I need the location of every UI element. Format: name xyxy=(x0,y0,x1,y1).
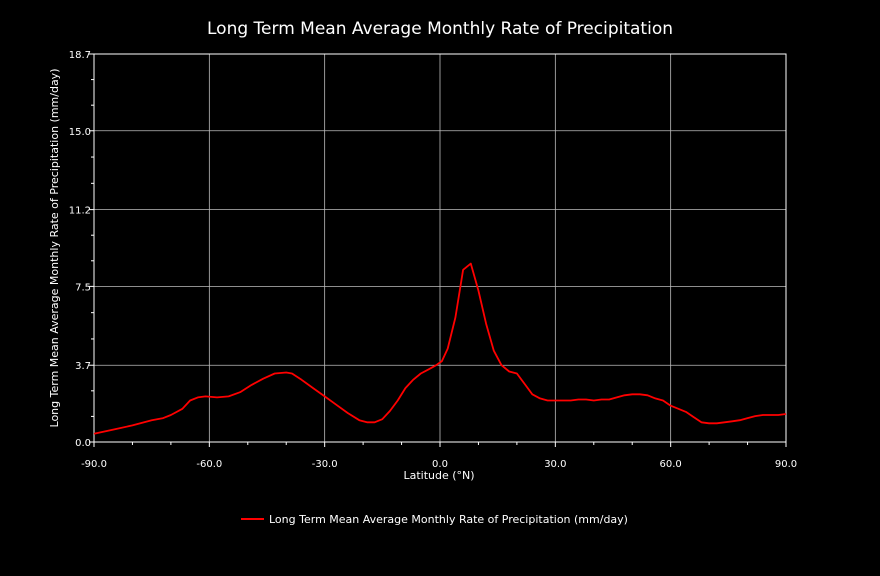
legend-label: Long Term Mean Average Monthly Rate of P… xyxy=(269,513,628,526)
series-line-0 xyxy=(93,262,787,435)
y-axis-label: Long Term Mean Average Monthly Rate of P… xyxy=(48,69,61,428)
y-tick-label: 15.0 xyxy=(69,127,91,138)
x-tick-label: 30.0 xyxy=(544,459,566,470)
y-tick-label: 7.5 xyxy=(75,282,91,293)
x-axis-label: Latitude (°N) xyxy=(403,469,474,482)
x-tick-label: 60.0 xyxy=(660,459,682,470)
y-tick-label: 11.2 xyxy=(69,206,91,217)
x-tick-label: 90.0 xyxy=(775,459,797,470)
y-tick-label: 0.0 xyxy=(75,438,91,449)
legend: Long Term Mean Average Monthly Rate of P… xyxy=(241,513,628,526)
x-tick-label: -60.0 xyxy=(196,459,222,470)
series-layer xyxy=(93,262,787,435)
y-axis-ticks: 0.0 3.7 7.5 11.2 15.0 18.7 xyxy=(69,50,94,449)
x-tick-label: -30.0 xyxy=(312,459,338,470)
x-axis-ticks: -90.0 -60.0 -30.0 0.0 30.0 60.0 90.0 xyxy=(81,442,797,470)
x-tick-label: -90.0 xyxy=(81,459,107,470)
y-tick-label: 3.7 xyxy=(75,361,91,372)
y-tick-label: 18.7 xyxy=(69,50,91,61)
x-tick-label: 0.0 xyxy=(432,459,448,470)
chart-title: Long Term Mean Average Monthly Rate of P… xyxy=(207,19,673,39)
